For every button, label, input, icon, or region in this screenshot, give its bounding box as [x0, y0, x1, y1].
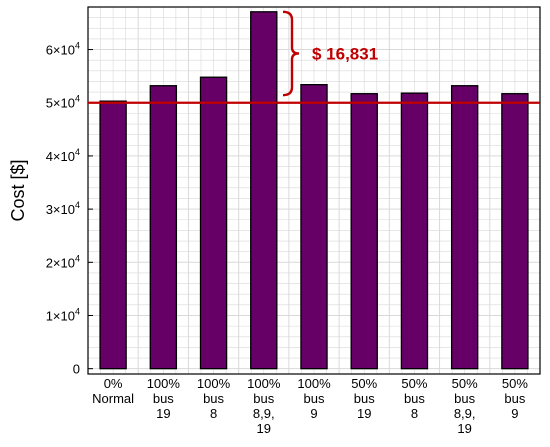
y-tick-label: 1×104: [46, 306, 80, 323]
x-tick-label: 50%: [502, 376, 528, 391]
bar: [149, 85, 178, 370]
x-tick-label: 8: [210, 406, 217, 421]
x-axis-labels: 0%Normal100%bus19100%bus8100%bus8,9,1910…: [92, 376, 528, 436]
x-tick-label: bus: [454, 391, 475, 406]
x-tick-label: 100%: [297, 376, 331, 391]
y-tick-label: 0: [73, 362, 80, 377]
bar: [501, 93, 529, 370]
bar: [400, 92, 429, 370]
x-tick-label: bus: [203, 391, 224, 406]
x-tick-label: bus: [354, 391, 375, 406]
x-tick-label: bus: [153, 391, 174, 406]
x-tick-label: bus: [253, 391, 274, 406]
x-tick-label: 8: [411, 406, 418, 421]
x-tick-label: 8,9,: [253, 406, 275, 421]
x-tick-label: 19: [457, 421, 471, 436]
difference-annotation: $ 16,831: [312, 44, 378, 63]
y-axis-label: Cost [$]: [8, 159, 28, 221]
x-tick-label: 50%: [401, 376, 427, 391]
y-axis-ticks: 0 1×104 2×104 3×104 4×104 5×104 6×104: [46, 41, 93, 377]
x-tick-label: 8,9,: [454, 406, 476, 421]
x-tick-label: bus: [504, 391, 525, 406]
y-tick-label: 5×104: [46, 94, 80, 111]
x-tick-label: 19: [257, 421, 271, 436]
x-tick-label: 100%: [197, 376, 231, 391]
x-tick-label: 100%: [147, 376, 181, 391]
x-tick-label: 0%: [104, 376, 123, 391]
plot-frame: [87, 6, 541, 375]
difference-bracket: [282, 10, 300, 97]
bar: [250, 11, 278, 370]
x-tick-label: 100%: [247, 376, 281, 391]
y-tick-label: 4×104: [46, 147, 80, 164]
bar: [450, 85, 479, 370]
bar-group: [99, 11, 529, 370]
y-tick-label: 3×104: [46, 200, 80, 217]
x-tick-label: 19: [156, 406, 170, 421]
x-tick-label: 19: [357, 406, 371, 421]
x-tick-label: bus: [304, 391, 325, 406]
x-tick-label: 50%: [351, 376, 377, 391]
x-tick-label: Normal: [92, 391, 134, 406]
x-tick-label: 9: [310, 406, 317, 421]
bar: [300, 84, 328, 370]
bar: [350, 93, 378, 370]
bar: [199, 76, 228, 370]
y-tick-label: 6×104: [46, 41, 80, 58]
bar: [99, 100, 127, 370]
x-tick-label: 50%: [452, 376, 478, 391]
x-tick-label: 9: [511, 406, 518, 421]
x-tick-label: bus: [404, 391, 425, 406]
y-tick-label: 2×104: [46, 253, 80, 270]
